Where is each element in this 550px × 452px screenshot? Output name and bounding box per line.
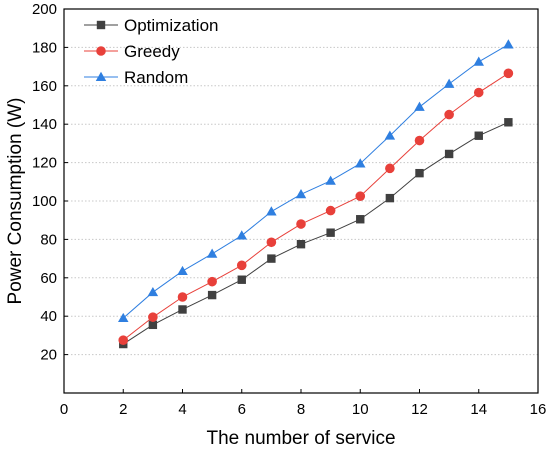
legend-item-greedy: Greedy [84,42,180,61]
y-tick-label: 200 [32,1,57,18]
x-tick-label: 2 [119,401,127,418]
legend-label: Random [124,68,188,87]
random-point [236,230,247,240]
legend: Optimization Greedy Random [84,16,218,87]
x-tick-label: 6 [238,401,246,418]
optimization-point [296,240,306,249]
greedy-point [325,205,336,216]
greedy-point [148,312,158,322]
optimization-point [385,193,395,203]
optimization-point [207,290,217,300]
random-point [443,78,455,88]
greedy-point [177,292,188,302]
random-point [414,101,425,111]
random-point [266,206,277,216]
optimization-point [415,168,424,178]
legend-label: Greedy [124,42,180,61]
series-random [118,39,514,323]
x-tick-label: 10 [352,401,369,418]
y-tick-label: 100 [32,193,57,210]
legend-marker [96,46,106,56]
greedy-point [473,87,484,98]
random-point [177,265,188,276]
series-greedy [118,68,514,346]
x-tick-label: 8 [297,401,305,418]
x-tick-label: 12 [411,401,428,418]
legend-item-optimization: Optimization [84,16,218,35]
y-axis-title: Power Consumption (W) [5,98,26,305]
y-tick-label: 120 [32,155,57,172]
greedy-point [503,68,514,79]
y-tick-label: 160 [32,78,57,95]
random-point [118,312,129,323]
random-point [325,175,336,185]
optimization-point [444,149,454,159]
series-group [118,39,514,349]
legend-marker [95,71,107,81]
legend-item-random: Random [84,68,188,87]
x-tick-label: 14 [470,401,487,418]
optimization-point [356,215,365,224]
greedy-point [118,335,129,346]
greedy-point [296,219,306,229]
y-tick-label: 80 [40,231,57,248]
optimization-point [504,118,513,127]
y-tick-label: 60 [40,270,57,287]
random-point [355,158,366,168]
greedy-point [414,135,425,146]
greedy-line [122,72,509,341]
random-point [147,286,159,297]
y-tick-label: 140 [32,116,57,133]
random-point [206,248,218,258]
x-tick-label: 4 [178,401,186,418]
x-axis-title: The number of service [206,428,395,449]
y-tick-label: 20 [40,347,57,364]
legend-label: Optimization [124,16,218,35]
optimization-point [178,305,187,314]
optimization-point [326,228,335,237]
greedy-point [385,163,395,174]
optimization-line [122,121,509,345]
x-tick-label: 16 [530,401,547,418]
optimization-point [474,131,483,140]
axis-ticks: 20 40 60 80 100 120 140 160 180 200 0 2 4 6 8 10 12 14 16 [32,1,546,418]
greedy-point [355,191,366,201]
random-point [503,39,514,49]
random-point [473,56,484,66]
random-point [295,189,307,199]
optimization-point [267,254,276,263]
greedy-point [207,276,217,287]
greedy-point [444,109,454,120]
greedy-point [236,260,247,271]
optimization-point [237,275,246,284]
x-tick-label: 0 [60,401,68,418]
y-tick-label: 180 [32,39,57,56]
greedy-point [266,237,277,248]
optimization-point [148,320,158,330]
legend-marker [96,20,106,30]
random-point [384,130,396,140]
y-tick-label: 40 [40,308,57,325]
